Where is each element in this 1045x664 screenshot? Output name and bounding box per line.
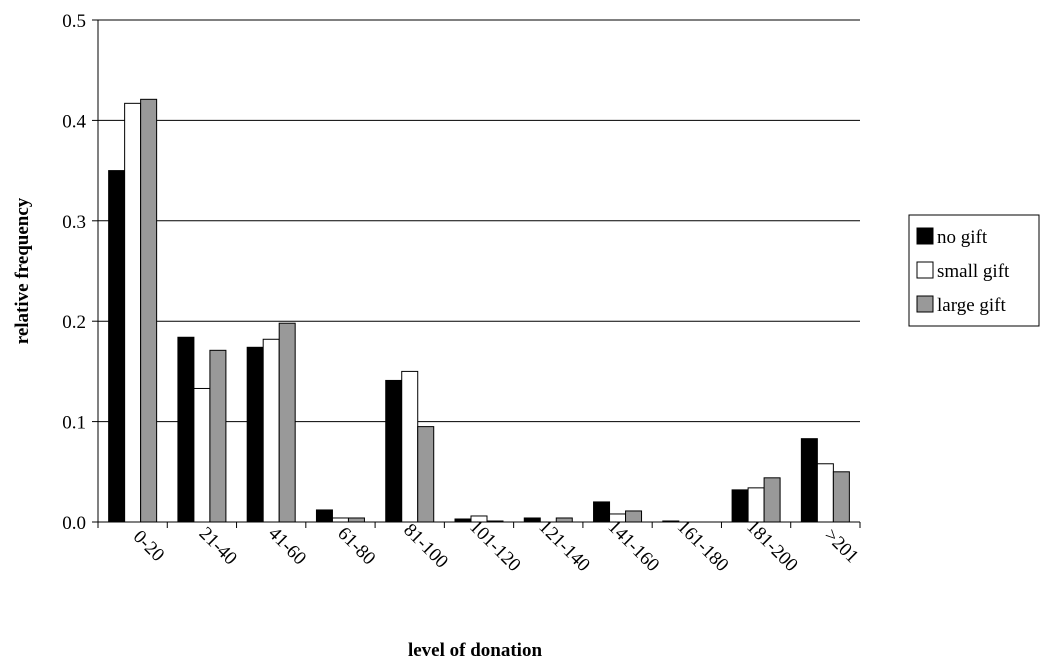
bar — [555, 517, 573, 523]
x-tick-label: 121-140 — [534, 516, 594, 576]
y-tick-label: 0.2 — [62, 312, 86, 333]
bar — [401, 370, 419, 523]
y-tick-label: 0.4 — [62, 111, 86, 132]
legend-label: no gift — [937, 227, 988, 248]
bar — [625, 510, 643, 523]
legend-swatch — [916, 227, 934, 245]
bar — [331, 517, 349, 523]
legend-label: small gift — [937, 261, 1010, 282]
bar — [347, 517, 365, 523]
bar — [385, 379, 403, 523]
y-axis-title: relative frequency — [12, 197, 33, 344]
x-tick-label: 0-20 — [129, 526, 168, 565]
gridlines — [98, 19, 860, 423]
bar — [593, 501, 611, 523]
bar — [246, 346, 264, 523]
legend: no gift small gift large gift — [908, 214, 1040, 327]
bar — [209, 349, 227, 523]
legend-swatch — [916, 261, 934, 279]
x-tick-label: 161-180 — [673, 516, 733, 576]
x-tick-label: 101-120 — [465, 516, 525, 576]
x-tick-label: 61-80 — [333, 523, 379, 569]
legend-label: large gift — [937, 295, 1006, 316]
bar — [315, 509, 333, 523]
y-tick-label: 0.3 — [62, 212, 86, 233]
x-tick-label: 141-160 — [604, 516, 664, 576]
y-tick-label: 0.5 — [62, 11, 86, 32]
y-tick-labels: 0.0 0.1 0.2 0.3 0.4 0.5 — [62, 11, 86, 534]
bar — [816, 463, 834, 523]
y-tick-label: 0.0 — [62, 513, 86, 534]
x-tick-label: 21-40 — [195, 523, 241, 569]
bar — [108, 170, 126, 523]
legend-swatch — [916, 295, 934, 313]
bar — [800, 438, 818, 523]
bar — [177, 336, 195, 523]
bar — [763, 477, 781, 523]
bars — [108, 98, 850, 523]
bar — [193, 387, 211, 523]
bar — [731, 489, 749, 523]
bar — [278, 322, 296, 523]
axes — [92, 19, 861, 528]
bar — [124, 102, 142, 523]
x-tick-label: 181-200 — [742, 516, 802, 576]
x-tick-label: >201 — [820, 525, 863, 568]
bar — [262, 338, 280, 523]
bar — [523, 517, 541, 523]
legend-items: no gift small gift large gift — [916, 227, 1010, 316]
y-tick-label: 0.1 — [62, 413, 86, 434]
x-tick-labels: 0-20 21-40 41-60 61-80 81-100 101-120 121-140 1… — [129, 516, 863, 576]
x-tick-label: 41-60 — [264, 523, 310, 569]
bar — [140, 98, 158, 523]
bar — [832, 471, 850, 523]
x-axis-title: level of donation — [408, 640, 542, 661]
bar — [417, 426, 435, 523]
